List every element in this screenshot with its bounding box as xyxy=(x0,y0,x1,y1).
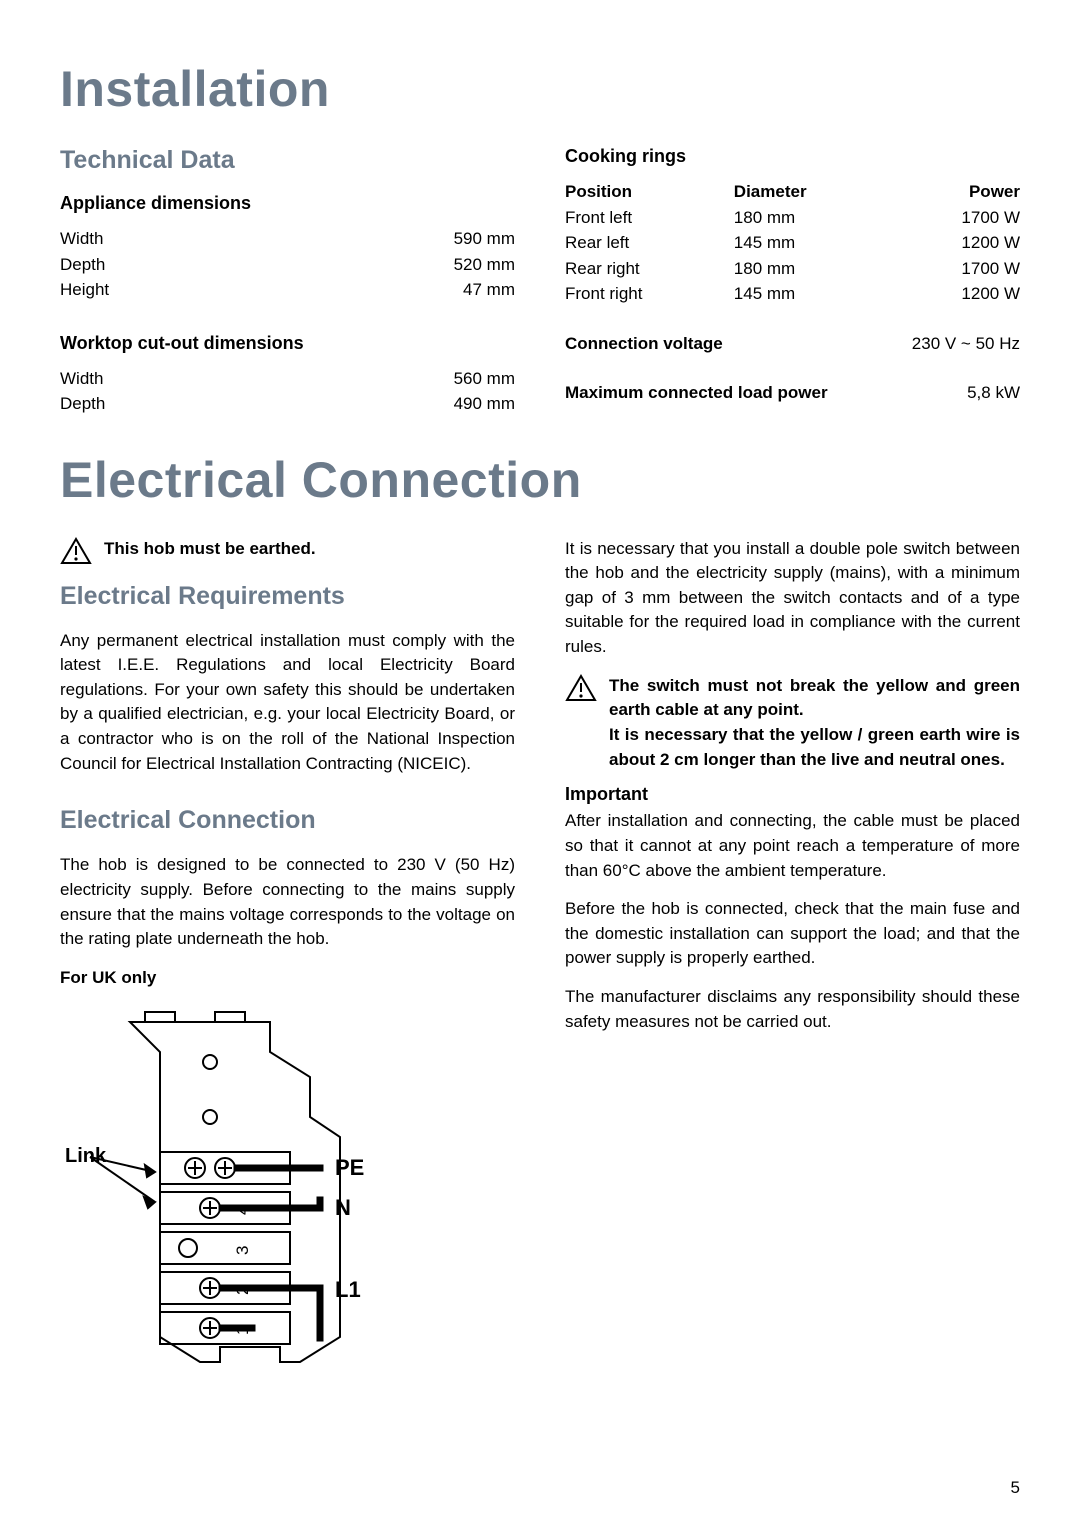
important-body-3: The manufacturer disclaims any responsib… xyxy=(565,985,1020,1034)
right-column: Cooking rings Position Diameter Power Fr… xyxy=(565,146,1020,417)
terminal-number: 1 xyxy=(233,1325,252,1334)
heading-important: Important xyxy=(565,784,1020,805)
diagram-label-n: N xyxy=(335,1195,351,1220)
electrical-columns: This hob must be earthed. Electrical Req… xyxy=(60,537,1020,1377)
warning-earth-cable-line1: The switch must not break the yellow and… xyxy=(609,676,1020,720)
important-body-2: Before the hob is connected, check that … xyxy=(565,897,1020,971)
heading-electrical-connection-sub: Electrical Connection xyxy=(60,806,515,835)
diagram-label-pe: PE xyxy=(335,1155,364,1180)
max-load-value: 5,8 kW xyxy=(967,380,1020,406)
connection-voltage-row: Connection voltage 230 V ~ 50 Hz xyxy=(565,331,1020,357)
right-column-elec: It is necessary that you install a doubl… xyxy=(565,537,1020,1377)
diagram-label-link: Link xyxy=(65,1145,107,1167)
connection-voltage-value: 230 V ~ 50 Hz xyxy=(912,331,1020,357)
max-load-label: Maximum connected load power xyxy=(565,380,828,406)
terminal-number: 2 xyxy=(233,1285,252,1294)
page-number: 5 xyxy=(1011,1478,1020,1498)
ring-position: Front right xyxy=(565,281,734,307)
spec-value: 47 mm xyxy=(463,277,515,303)
spec-row: Height 47 mm xyxy=(60,277,515,303)
spec-label: Height xyxy=(60,277,109,303)
warning-earthed: This hob must be earthed. xyxy=(60,537,515,570)
spec-row: Width 560 mm xyxy=(60,366,515,392)
ring-diameter: 145 mm xyxy=(734,230,893,256)
ring-diameter: 180 mm xyxy=(734,205,893,231)
heading-cooking-rings: Cooking rings xyxy=(565,146,1020,167)
double-pole-body: It is necessary that you install a doubl… xyxy=(565,537,1020,660)
heading-electrical-requirements: Electrical Requirements xyxy=(60,582,515,611)
ring-power: 1700 W xyxy=(892,205,1020,231)
spec-row: Depth 520 mm xyxy=(60,252,515,278)
connection-voltage-label: Connection voltage xyxy=(565,331,723,357)
spec-label: Width xyxy=(60,226,103,252)
max-load-row: Maximum connected load power 5,8 kW xyxy=(565,380,1020,406)
spec-label: Depth xyxy=(60,391,105,417)
warning-earth-cable-line2: It is necessary that the yellow / green … xyxy=(609,725,1020,769)
ring-power: 1200 W xyxy=(892,230,1020,256)
ring-diameter: 145 mm xyxy=(734,281,893,307)
spec-value: 560 mm xyxy=(454,366,515,392)
warning-earthed-text: This hob must be earthed. xyxy=(104,537,515,562)
ring-diameter: 180 mm xyxy=(734,256,893,282)
ring-row: Front left 180 mm 1700 W xyxy=(565,205,1020,231)
important-body-1: After installation and connecting, the c… xyxy=(565,809,1020,883)
spec-value: 490 mm xyxy=(454,391,515,417)
left-column: Technical Data Appliance dimensions Widt… xyxy=(60,146,515,417)
diagram-label-l1: L1 xyxy=(335,1277,361,1302)
ring-power: 1700 W xyxy=(892,256,1020,282)
warning-icon xyxy=(60,537,92,570)
ring-position: Front left xyxy=(565,205,734,231)
ring-row: Rear left 145 mm 1200 W xyxy=(565,230,1020,256)
spec-label: Width xyxy=(60,366,103,392)
ring-row: Front right 145 mm 1200 W xyxy=(565,281,1020,307)
terminal-number: 4 xyxy=(233,1205,252,1214)
ring-header-position: Position xyxy=(565,179,734,205)
for-uk-only: For UK only xyxy=(60,966,515,991)
electrical-requirements-body: Any permanent electrical installation mu… xyxy=(60,629,515,777)
ring-position: Rear right xyxy=(565,256,734,282)
heading-installation: Installation xyxy=(60,60,1020,118)
warning-icon xyxy=(565,674,597,707)
spec-label: Depth xyxy=(60,252,105,278)
spec-row: Depth 490 mm xyxy=(60,391,515,417)
warning-earth-cable: The switch must not break the yellow and… xyxy=(565,674,1020,773)
ring-position: Rear left xyxy=(565,230,734,256)
heading-electrical-connection: Electrical Connection xyxy=(60,451,1020,509)
spec-value: 520 mm xyxy=(454,252,515,278)
left-column-elec: This hob must be earthed. Electrical Req… xyxy=(60,537,515,1377)
heading-worktop-cutout: Worktop cut-out dimensions xyxy=(60,333,515,354)
appliance-dimensions-table: Width 590 mm Depth 520 mm Height 47 mm xyxy=(60,226,515,303)
terminal-number: 3 xyxy=(233,1245,252,1254)
heading-appliance-dimensions: Appliance dimensions xyxy=(60,193,515,214)
ring-header-diameter: Diameter xyxy=(734,179,893,205)
heading-technical-data: Technical Data xyxy=(60,146,515,175)
ring-power: 1200 W xyxy=(892,281,1020,307)
cutout-dimensions-table: Width 560 mm Depth 490 mm xyxy=(60,366,515,417)
technical-data-columns: Technical Data Appliance dimensions Widt… xyxy=(60,146,1020,417)
wiring-diagram: Link PE N L1 4 3 2 1 xyxy=(60,997,440,1377)
spec-value: 590 mm xyxy=(454,226,515,252)
ring-row: Rear right 180 mm 1700 W xyxy=(565,256,1020,282)
warning-earth-cable-text: The switch must not break the yellow and… xyxy=(609,674,1020,773)
electrical-connection-body: The hob is designed to be connected to 2… xyxy=(60,853,515,952)
ring-header-power: Power xyxy=(892,179,1020,205)
cooking-rings-table: Position Diameter Power Front left 180 m… xyxy=(565,179,1020,307)
spec-row: Width 590 mm xyxy=(60,226,515,252)
